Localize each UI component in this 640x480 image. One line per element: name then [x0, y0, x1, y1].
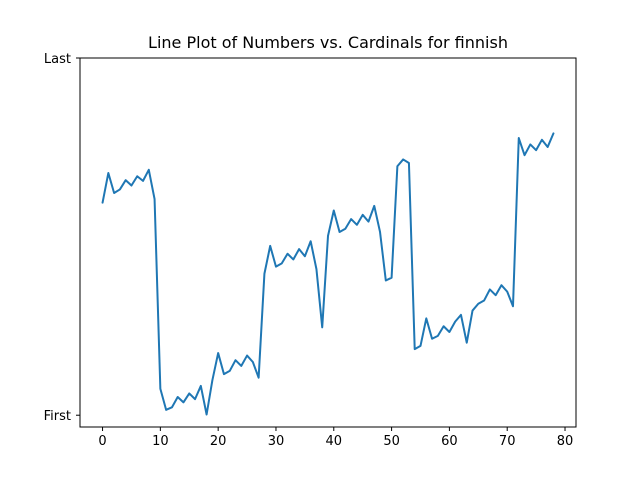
series-line-0 — [101, 132, 555, 416]
x-tick-label: 40 — [326, 434, 343, 449]
x-tick-label: 80 — [557, 434, 574, 449]
x-axis: 0 10 20 30 40 50 60 70 80 — [98, 427, 573, 449]
x-tick-label: 0 — [98, 434, 106, 449]
axes-frame — [79, 57, 577, 428]
x-tick-label: 30 — [268, 434, 285, 449]
plot-area — [101, 132, 555, 416]
x-tick-label: 10 — [152, 434, 169, 449]
y-tick-label: Last — [44, 52, 71, 67]
y-tick-label: First — [44, 409, 71, 424]
x-tick-label: 60 — [441, 434, 458, 449]
y-axis: First Last — [44, 52, 80, 424]
chart-title: Line Plot of Numbers vs. Cardinals for f… — [148, 33, 508, 52]
x-tick-label: 50 — [383, 434, 400, 449]
x-tick-label: 20 — [210, 434, 227, 449]
x-tick-label: 70 — [499, 434, 516, 449]
